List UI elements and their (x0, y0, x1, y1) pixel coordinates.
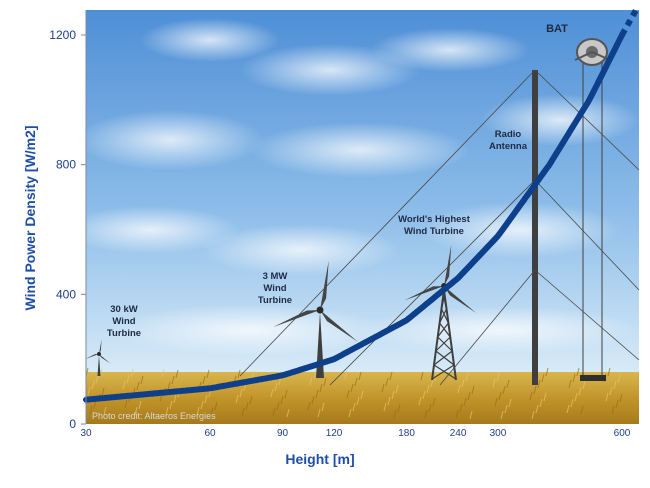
guy-wire (329, 179, 536, 386)
x-tick-label: 90 (277, 428, 289, 439)
bat-ground-station (580, 375, 606, 381)
x-tick-label: 120 (326, 428, 343, 439)
annotation-label: BAT (546, 23, 568, 35)
series-line-extension (619, 8, 639, 37)
annotations: 30 kW Wind Turbine 3 MW Wind Turbine World's H… (107, 23, 568, 339)
y-tick-label: 0 (69, 417, 76, 431)
x-tick-label: 300 (490, 428, 507, 439)
guy-wire (239, 69, 536, 377)
clouds (60, 18, 640, 356)
x-tick-label: 30 (80, 428, 92, 439)
x-axis-label: Height [m] (285, 451, 354, 467)
y-tick-label: 400 (56, 287, 76, 301)
world-highest-wind-turbine (404, 244, 477, 381)
x-ticks: 30 60 90 120 180 240 300 600 (80, 428, 630, 439)
guy-wire (534, 179, 640, 291)
annotation-label: World's Highest Wind Turbine (398, 214, 471, 237)
radio-antenna (532, 70, 538, 385)
guy-wire (439, 269, 536, 386)
x-tick-label: 180 (398, 428, 415, 439)
y-ticks: 0 400 800 1200 (49, 28, 86, 431)
y-tick-label: 1200 (49, 28, 76, 42)
30kw-wind-turbine (84, 339, 111, 376)
wheat-field (86, 372, 639, 424)
guy-wire (534, 269, 640, 361)
x-tick-label: 60 (204, 428, 216, 439)
annotation-label: 3 MW Wind Turbine (258, 271, 292, 306)
y-axis-label: Wind Power Density [W/m2] (22, 125, 38, 310)
x-tick-label: 240 (450, 428, 467, 439)
guy-wire (534, 69, 640, 171)
series-line (83, 32, 625, 403)
y-tick-label: 800 (56, 158, 76, 172)
bat-fins (574, 50, 611, 61)
photo-credit: Photo credit: Altaeros Energies (92, 411, 216, 421)
x-tick-label: 600 (614, 428, 631, 439)
annotation-label: 30 kW Wind Turbine (107, 304, 141, 339)
annotation-label: Radio Antenna (489, 129, 528, 152)
